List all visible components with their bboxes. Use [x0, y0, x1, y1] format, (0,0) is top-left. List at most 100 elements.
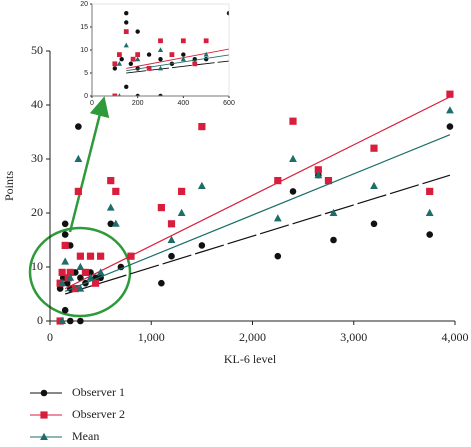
point [124, 11, 129, 16]
y-tick-label: 10 [80, 47, 88, 54]
point [124, 84, 129, 90]
legend-label: Mean [72, 429, 99, 442]
point [158, 38, 163, 44]
point [96, 268, 105, 276]
y-tick-label: 20 [80, 1, 88, 8]
point [157, 204, 165, 212]
point [289, 117, 297, 125]
point [135, 52, 141, 57]
point [370, 181, 378, 189]
point [130, 56, 136, 62]
point [364, 11, 369, 16]
point [135, 93, 140, 96]
legend-marker [40, 389, 48, 397]
point [116, 61, 122, 66]
point [314, 166, 322, 174]
point [135, 29, 140, 34]
y-tick-label: 5 [84, 70, 88, 77]
point [158, 93, 163, 96]
point [192, 61, 198, 67]
y-tick-label: 0 [84, 93, 88, 100]
point [111, 219, 120, 227]
point [167, 235, 176, 243]
point [238, 10, 243, 15]
point [314, 171, 323, 179]
point [146, 66, 152, 71]
point [97, 252, 105, 260]
point [157, 47, 164, 52]
point [63, 279, 71, 287]
point [329, 208, 338, 216]
point [177, 208, 186, 216]
point [250, 48, 254, 52]
point [198, 123, 206, 131]
point [112, 187, 120, 195]
y-tick-label: 50 [31, 43, 43, 57]
point [86, 252, 95, 260]
point [370, 220, 378, 228]
inset-plot [112, 10, 369, 96]
point [56, 285, 64, 292]
point [75, 123, 82, 130]
x-tick-label: 2,000 [239, 330, 266, 344]
point [117, 93, 121, 96]
point [74, 154, 83, 162]
point [158, 57, 163, 62]
point [426, 187, 434, 195]
point [146, 52, 152, 57]
x-tick-label: 200 [132, 100, 144, 107]
point [135, 56, 141, 62]
point [169, 52, 175, 57]
point [197, 181, 206, 189]
point [127, 252, 135, 260]
point [178, 187, 186, 195]
point [76, 284, 85, 292]
point [363, 24, 368, 29]
point [76, 262, 85, 270]
point [128, 61, 134, 66]
x-tick-label: 400 [177, 100, 189, 107]
legend-label: Observer 1 [72, 385, 125, 399]
y-axis-label: Points [2, 171, 16, 201]
inset-frame [91, 3, 230, 97]
point [289, 188, 297, 195]
point [61, 241, 69, 249]
point [167, 220, 176, 228]
point [66, 317, 74, 325]
point [74, 187, 82, 195]
point [71, 285, 79, 293]
y-tick-label: 30 [31, 151, 43, 165]
point [123, 29, 129, 34]
point [181, 52, 186, 57]
point [226, 11, 229, 16]
point [203, 38, 209, 44]
point [76, 252, 84, 260]
point [364, 39, 368, 43]
point [117, 263, 125, 271]
point [123, 42, 129, 48]
point [106, 203, 115, 211]
legend-label: Observer 2 [72, 407, 125, 421]
point [86, 273, 95, 281]
x-tick-label: 0 [47, 330, 53, 344]
point [370, 144, 378, 152]
point [168, 252, 175, 260]
point [112, 66, 118, 71]
point [289, 154, 297, 162]
point [425, 208, 434, 216]
legend-marker [40, 432, 48, 440]
point [446, 106, 454, 114]
point [107, 220, 115, 228]
zoom-arrow [68, 96, 110, 233]
x-tick-label: 600 [223, 100, 235, 107]
trend-line [65, 174, 451, 295]
point [81, 268, 90, 276]
point [91, 279, 100, 287]
point [107, 177, 115, 185]
y-tick-label: 10 [31, 259, 43, 273]
point [61, 231, 69, 238]
point [61, 220, 69, 228]
y-tick-label: 15 [80, 24, 88, 31]
